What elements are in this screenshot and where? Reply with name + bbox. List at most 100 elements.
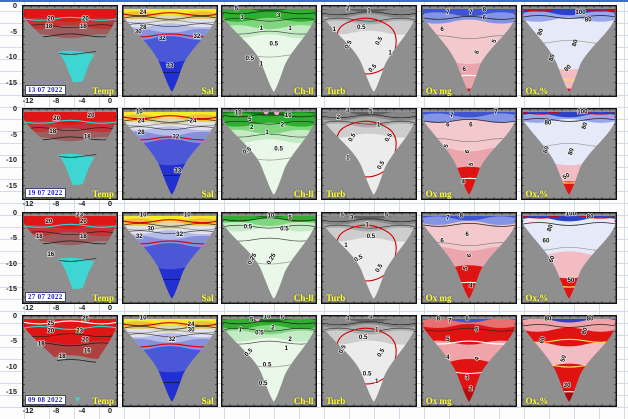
contour-value-label: 0.5	[244, 223, 253, 230]
window-top-border	[0, 0, 628, 2]
param-label-sal: Sal	[201, 395, 214, 406]
contour-line	[123, 12, 216, 17]
panel-border	[22, 314, 118, 407]
contour-value-label: 1	[346, 155, 350, 162]
y-tick-label: -5	[10, 129, 17, 139]
contour-value-label: 2	[289, 336, 293, 343]
contour-line	[123, 222, 216, 227]
contour-line	[123, 218, 216, 223]
contour-line	[223, 30, 316, 35]
contour-value-label: 6	[440, 26, 444, 33]
seafloor-mask	[221, 314, 318, 407]
contour-panel-chl-row3: 10 5 0.5 0.5 0.25 0.25 Ch-ll	[221, 211, 318, 304]
contour-value-label: 80	[586, 315, 593, 322]
date-label: 13 07 2022	[25, 85, 66, 95]
contour-value-label: 8	[459, 212, 463, 219]
contour-panel-oxmg-row1: 7 7 8 6 6 5 6 6 Ox mg	[420, 5, 517, 97]
panel-border	[121, 5, 218, 97]
param-label-turb: Turb	[326, 292, 346, 303]
seafloor-mask	[321, 5, 418, 97]
x-axis-labels: -12 -8 -4 0	[18, 96, 126, 106]
contour-value-label: 60	[547, 254, 556, 263]
contour-line	[422, 16, 515, 20]
contour-value-label: 1	[375, 326, 379, 333]
contour-line	[223, 237, 316, 242]
contour-line	[24, 230, 116, 235]
contour-panel-chl-row1: 5 3 3 1 1 0.5 0.5 1 Ch-ll	[221, 5, 318, 97]
y-tick-label: 0	[12, 104, 17, 114]
seafloor-mask	[420, 314, 517, 407]
contour-value-label: 5	[369, 109, 373, 116]
x-tick-label: -4	[78, 199, 86, 209]
contour-line	[123, 329, 216, 334]
contour-value-label: 0.5	[363, 371, 372, 378]
contour-line	[24, 333, 116, 337]
contour-line	[223, 320, 316, 325]
contour-line	[123, 333, 216, 337]
x-tick-label: -4	[78, 302, 86, 312]
contour-value-label: 5	[235, 6, 239, 13]
x-tick-label: 0	[107, 96, 113, 105]
contour-line	[323, 121, 416, 125]
contour-value-label: 80	[563, 63, 573, 73]
x-tick-label: -8	[52, 96, 60, 105]
y-tick-label: -10	[6, 361, 17, 371]
seafloor-mask	[520, 314, 617, 407]
contour-value-label: 32	[136, 232, 143, 239]
seafloor-mask	[420, 211, 517, 304]
contour-value-label: 7	[450, 112, 454, 119]
param-label-chl: Ch-ll	[293, 189, 314, 200]
contour-panel-turb-row4: 3 5 1 0.5 0.5 0.5 0.5 1 Turb	[321, 314, 418, 407]
contour-plot-sal-row2: 10 24 24 28 32 33	[121, 108, 218, 201]
contour-line	[323, 327, 416, 332]
contour-value-label: 6	[462, 66, 466, 73]
panel-border	[121, 108, 218, 201]
date-label: 19 07 2022	[25, 188, 66, 199]
contour-value-label: 23	[76, 212, 83, 219]
seafloor-mask	[221, 5, 318, 97]
contour-value-label: 20	[82, 337, 89, 344]
contour-value-label: 24	[187, 321, 194, 328]
contour-line	[422, 35, 515, 40]
param-label-sal: Sal	[201, 86, 214, 96]
param-label-sal: Sal	[201, 189, 214, 200]
contour-value-label: 1	[289, 25, 293, 32]
contour-line	[522, 118, 615, 123]
panel-border	[22, 211, 118, 304]
contour-panel-oxpct-row4: 80 80 80 60 50 30 Ox,%	[520, 314, 617, 407]
contour-value-label: 0.5	[246, 55, 255, 62]
param-label-temp: Temp	[92, 292, 114, 303]
contour-line	[522, 15, 615, 19]
panel-border	[520, 108, 617, 201]
contour-plot-chl-row1: 53 31 10.50.51	[221, 5, 318, 97]
param-label-oxmg: Ox mg	[425, 395, 452, 406]
y-tick-label: 0	[12, 207, 17, 217]
contour-line	[223, 134, 316, 138]
panel-border	[22, 5, 118, 97]
contour-value-label: 0.5	[367, 232, 376, 239]
contour-value-label: 5	[369, 315, 373, 321]
contour-value-label: 4	[446, 354, 450, 361]
contour-line	[223, 224, 316, 229]
contour-line	[123, 126, 216, 131]
contour-value-label: 1	[375, 378, 379, 385]
contour-plot-oxpct-row4: 80 80 80 60 50 30	[520, 314, 617, 407]
contour-value-label: 4	[473, 355, 481, 361]
contour-line	[123, 19, 216, 24]
contour-panel-turb-row3: 5 3 5 1 0.5 1 0.5 0.5 Turb	[321, 211, 418, 304]
seafloor-mask	[520, 108, 617, 201]
x-tick-label: -12	[22, 405, 34, 415]
contour-panel-temp-row4: 25 25 23 20 20 18 18 16 Temp 09 08 2022	[22, 314, 118, 407]
contour-line	[24, 320, 116, 325]
param-label-chl: Ch-ll	[293, 86, 314, 96]
contour-panel-sal-row1: 24 28 30 32 32 33 Sal	[121, 5, 218, 97]
panel-border	[22, 108, 118, 201]
contour-line	[422, 138, 515, 143]
contour-value-label: 6	[473, 49, 481, 55]
contour-line	[223, 327, 316, 332]
contour-line	[123, 226, 216, 231]
